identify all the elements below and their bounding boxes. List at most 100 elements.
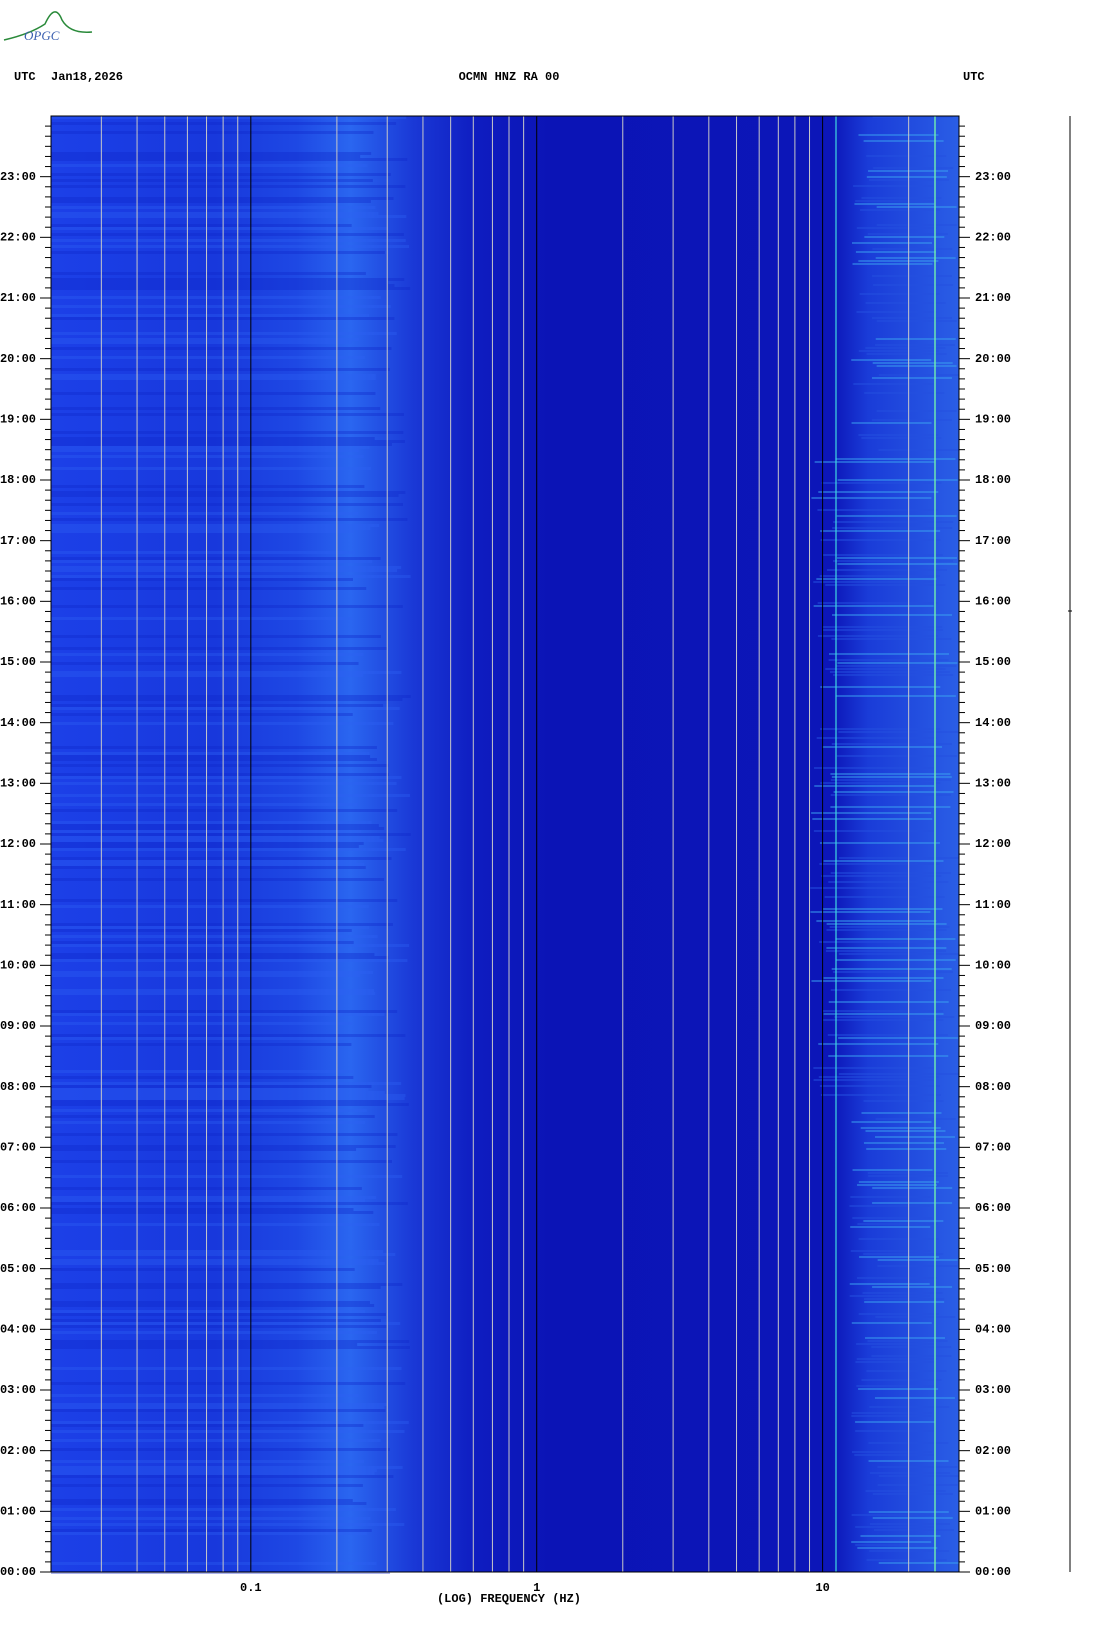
y-tick-label-right: 04:00: [975, 1323, 1011, 1337]
texture-streak: [833, 521, 954, 523]
texture-streak: [51, 206, 376, 209]
texture-streak: [51, 251, 385, 254]
texture-streak: [51, 560, 373, 563]
texture-streak: [51, 527, 371, 530]
texture-streak: [51, 929, 352, 932]
texture-streak: [876, 365, 957, 367]
texture-streak: [871, 1346, 952, 1348]
texture-streak: [822, 629, 943, 631]
texture-streak: [826, 569, 947, 571]
texture-streak: [829, 926, 950, 928]
y-tick-label-right: 15:00: [975, 655, 1011, 669]
texture-streak: [51, 674, 364, 677]
texture-streak: [51, 197, 394, 200]
texture-streak: [51, 671, 402, 674]
texture-streak: [51, 1010, 398, 1013]
texture-streak: [836, 515, 957, 517]
texture-streak: [51, 1100, 388, 1103]
texture-streak: [863, 1142, 944, 1144]
texture-streak: [822, 908, 943, 910]
texture-streak: [830, 779, 951, 781]
texture-streak: [51, 413, 404, 416]
texture-streak: [830, 872, 951, 874]
texture-streak: [51, 878, 385, 881]
texture-streak: [823, 1019, 944, 1021]
y-tick-label-left: 08:00: [0, 1080, 36, 1094]
texture-streak: [51, 566, 402, 569]
y-tick-label-left: 19:00: [0, 413, 36, 427]
texture-streak: [876, 320, 957, 322]
texture-streak: [830, 794, 951, 796]
texture-streak: [51, 503, 403, 506]
texture-streak: [819, 863, 940, 865]
y-tick-label-left: 16:00: [0, 595, 36, 609]
texture-streak: [51, 272, 366, 275]
texture-streak: [817, 509, 938, 511]
texture-streak: [51, 617, 353, 620]
texture-streak: [875, 1316, 956, 1318]
texture-streak: [863, 140, 944, 142]
date: Jan18,2026: [51, 70, 123, 84]
texture-streak: [822, 1010, 943, 1012]
texture-streak: [832, 527, 953, 529]
texture-streak: [835, 959, 956, 961]
texture-streak: [864, 1298, 945, 1300]
texture-streak: [863, 1253, 944, 1255]
texture-streak: [855, 1421, 936, 1423]
texture-streak: [851, 1451, 932, 1453]
texture-streak: [854, 203, 935, 205]
texture-streak: [51, 551, 355, 554]
texture-streak: [51, 200, 371, 203]
texture-streak: [51, 1091, 385, 1094]
texture-streak: [51, 1223, 380, 1226]
texture-streak: [831, 968, 952, 970]
texture-streak: [865, 302, 946, 304]
texture-streak: [51, 1448, 390, 1451]
texture-streak: [874, 1397, 955, 1399]
texture-streak: [51, 941, 354, 944]
y-tick-label-left: 03:00: [0, 1383, 36, 1397]
texture-streak: [867, 233, 948, 235]
y-tick-label-right: 13:00: [975, 777, 1011, 791]
texture-streak: [872, 1187, 953, 1189]
texture-streak: [51, 1208, 354, 1211]
texture-streak: [51, 530, 354, 533]
texture-streak: [871, 317, 952, 319]
texture-streak: [51, 1331, 378, 1334]
texture-streak: [51, 992, 376, 995]
texture-streak: [51, 803, 358, 806]
texture-streak: [853, 185, 934, 187]
texture-streak: [51, 239, 406, 242]
texture-streak: [51, 1175, 403, 1178]
texture-streak: [838, 857, 959, 859]
texture-streak: [51, 1517, 371, 1520]
texture-streak: [851, 1412, 932, 1414]
texture-streak: [51, 722, 394, 725]
texture-streak: [832, 971, 953, 973]
texture-streak: [51, 1076, 354, 1079]
y-tick-label-right: 10:00: [975, 959, 1011, 973]
texture-streak: [51, 1037, 356, 1040]
y-tick-label-left: 17:00: [0, 534, 36, 548]
texture-streak: [834, 1016, 955, 1018]
texture-streak: [860, 1127, 941, 1129]
texture-streak: [51, 1283, 403, 1286]
texture-streak: [878, 1562, 959, 1564]
texture-streak: [51, 314, 369, 317]
texture-streak: [866, 353, 947, 355]
texture-streak: [861, 1379, 942, 1381]
texture-streak: [877, 1484, 958, 1486]
texture-streak: [51, 824, 379, 827]
texture-streak: [51, 1097, 405, 1100]
texture-streak: [51, 746, 377, 749]
texture-streak: [862, 1292, 943, 1294]
texture-streak: [858, 434, 939, 436]
y-tick-label-right: 02:00: [975, 1444, 1011, 1458]
texture-streak: [837, 557, 958, 559]
texture-streak: [51, 449, 359, 452]
texture-streak: [871, 419, 952, 421]
texture-streak: [876, 206, 957, 208]
texture-streak: [51, 245, 410, 248]
texture-streak: [51, 866, 366, 869]
texture-streak: [51, 860, 357, 863]
